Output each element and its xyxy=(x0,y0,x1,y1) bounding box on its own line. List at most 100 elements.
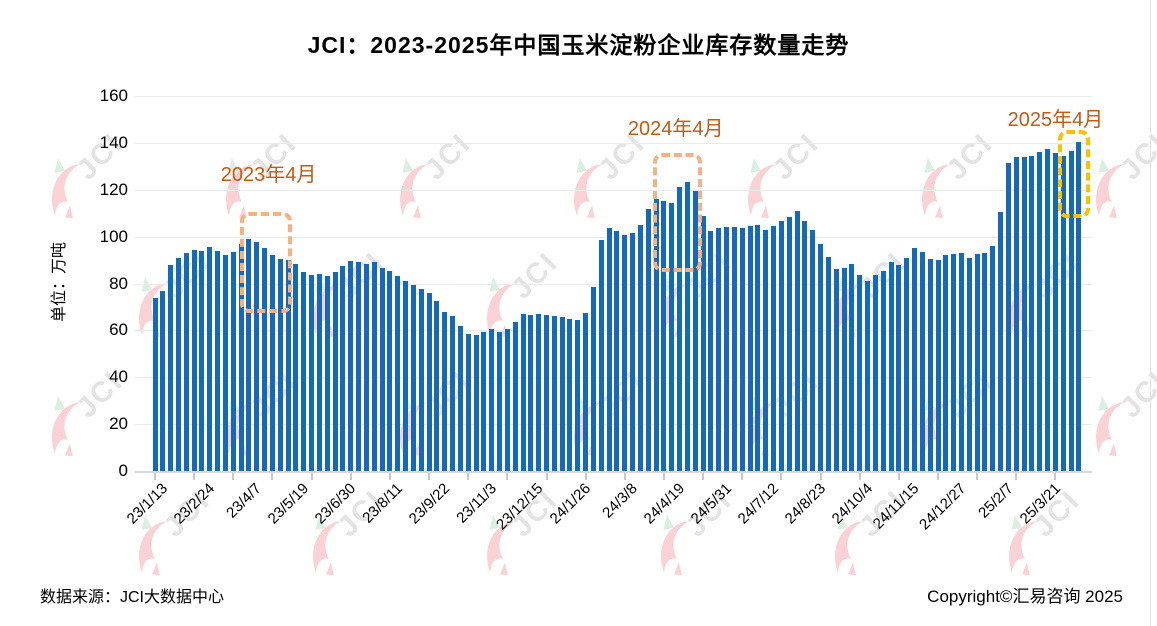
bar xyxy=(348,261,354,471)
bar xyxy=(528,315,534,471)
bar xyxy=(230,251,236,471)
x-tick-label: 24/11/15 xyxy=(870,480,923,533)
jci-watermark: JCI xyxy=(891,106,1025,240)
y-tick-label: 40 xyxy=(109,367,128,387)
x-tick-label: 24/12/27 xyxy=(916,480,970,534)
x-axis-tick xyxy=(193,473,196,480)
bar xyxy=(763,229,769,471)
bar xyxy=(1052,153,1058,471)
bar xyxy=(747,226,753,471)
bar xyxy=(841,268,847,471)
bar xyxy=(637,224,643,471)
bar xyxy=(246,238,252,471)
gridline xyxy=(135,189,1092,191)
x-axis-tick xyxy=(154,473,156,480)
bar xyxy=(152,297,158,471)
bar xyxy=(1060,155,1066,471)
bar xyxy=(739,228,745,471)
bar xyxy=(951,254,957,471)
bar xyxy=(1029,155,1035,471)
bar xyxy=(919,251,925,471)
bar xyxy=(802,221,808,471)
bar xyxy=(207,247,213,471)
jci-watermark: JCI xyxy=(804,463,938,597)
x-axis-tick xyxy=(819,473,822,480)
bar xyxy=(1005,162,1011,471)
bar xyxy=(489,329,495,471)
bar xyxy=(645,208,651,471)
bar xyxy=(990,246,996,471)
bar xyxy=(544,315,549,471)
bar xyxy=(277,258,283,471)
bar xyxy=(340,265,346,471)
y-tick-label: 160 xyxy=(99,86,128,105)
bar xyxy=(982,253,988,471)
bar xyxy=(880,270,886,471)
x-axis-tick xyxy=(271,473,274,480)
x-tick-label: 24/7/12 xyxy=(734,480,782,528)
bar xyxy=(434,301,440,471)
x-tick-label: 24/5/31 xyxy=(687,480,735,528)
bar xyxy=(692,190,698,471)
jci-watermark: JCI xyxy=(630,463,764,597)
bar xyxy=(669,202,675,471)
x-axis-tick xyxy=(349,473,352,480)
x-tick-label: 25/2/7 xyxy=(975,480,1017,522)
bar xyxy=(512,322,518,471)
y-tick-label: 100 xyxy=(99,226,128,246)
bar xyxy=(716,228,722,471)
x-axis-tick xyxy=(662,473,665,480)
bar xyxy=(833,269,839,471)
bar xyxy=(238,243,244,471)
chart-right-edge-line xyxy=(1150,0,1151,626)
bar xyxy=(724,227,730,471)
bar xyxy=(293,263,299,471)
bar xyxy=(865,281,871,471)
bar xyxy=(418,289,424,471)
bar xyxy=(818,243,824,471)
jci-watermark: JCI xyxy=(717,106,851,240)
x-tick-label: 23/9/22 xyxy=(405,480,453,528)
y-tick-label: 60 xyxy=(109,320,128,340)
y-tick-label: 80 xyxy=(109,273,128,293)
jci-watermark: JCI xyxy=(1152,463,1157,597)
x-tick-label: 23/4/7 xyxy=(223,480,265,522)
x-axis-tick xyxy=(937,473,939,480)
bar xyxy=(927,258,933,471)
x-axis-tick xyxy=(1015,473,1018,480)
bar xyxy=(904,257,910,471)
y-tick-label: 120 xyxy=(99,179,128,199)
bar xyxy=(324,276,330,471)
gridline xyxy=(135,96,1092,97)
jci-watermark: JCI xyxy=(369,106,503,240)
bar xyxy=(958,253,964,471)
bar xyxy=(857,275,863,471)
jci-watermark: JCI xyxy=(978,463,1112,597)
gridline xyxy=(135,330,1092,332)
bar xyxy=(160,290,166,471)
bar xyxy=(371,262,377,471)
bar xyxy=(356,262,362,471)
gridline xyxy=(135,283,1092,285)
bar xyxy=(222,255,228,471)
bar xyxy=(379,268,385,471)
bar xyxy=(778,221,784,471)
x-axis-tick xyxy=(702,473,705,480)
chart-title: JCI：2023-2025年中国玉米淀粉企业库存数量走势 xyxy=(307,32,850,58)
bar xyxy=(457,325,463,471)
bar xyxy=(1068,151,1074,471)
bar xyxy=(794,210,800,471)
x-tick-label: 23/6/30 xyxy=(311,480,359,528)
x-axis-tick xyxy=(897,473,900,480)
bar xyxy=(1037,152,1043,471)
x-axis-tick xyxy=(858,473,861,480)
svg-text:JCI: JCI xyxy=(419,127,478,186)
bar xyxy=(442,311,448,471)
bar xyxy=(403,281,409,471)
x-tick-label: 24/3/8 xyxy=(599,480,641,522)
x-axis-tick xyxy=(741,473,744,480)
svg-text:JCI: JCI xyxy=(767,127,826,186)
bar xyxy=(1045,148,1051,471)
bar xyxy=(536,313,542,471)
bar xyxy=(598,240,604,471)
